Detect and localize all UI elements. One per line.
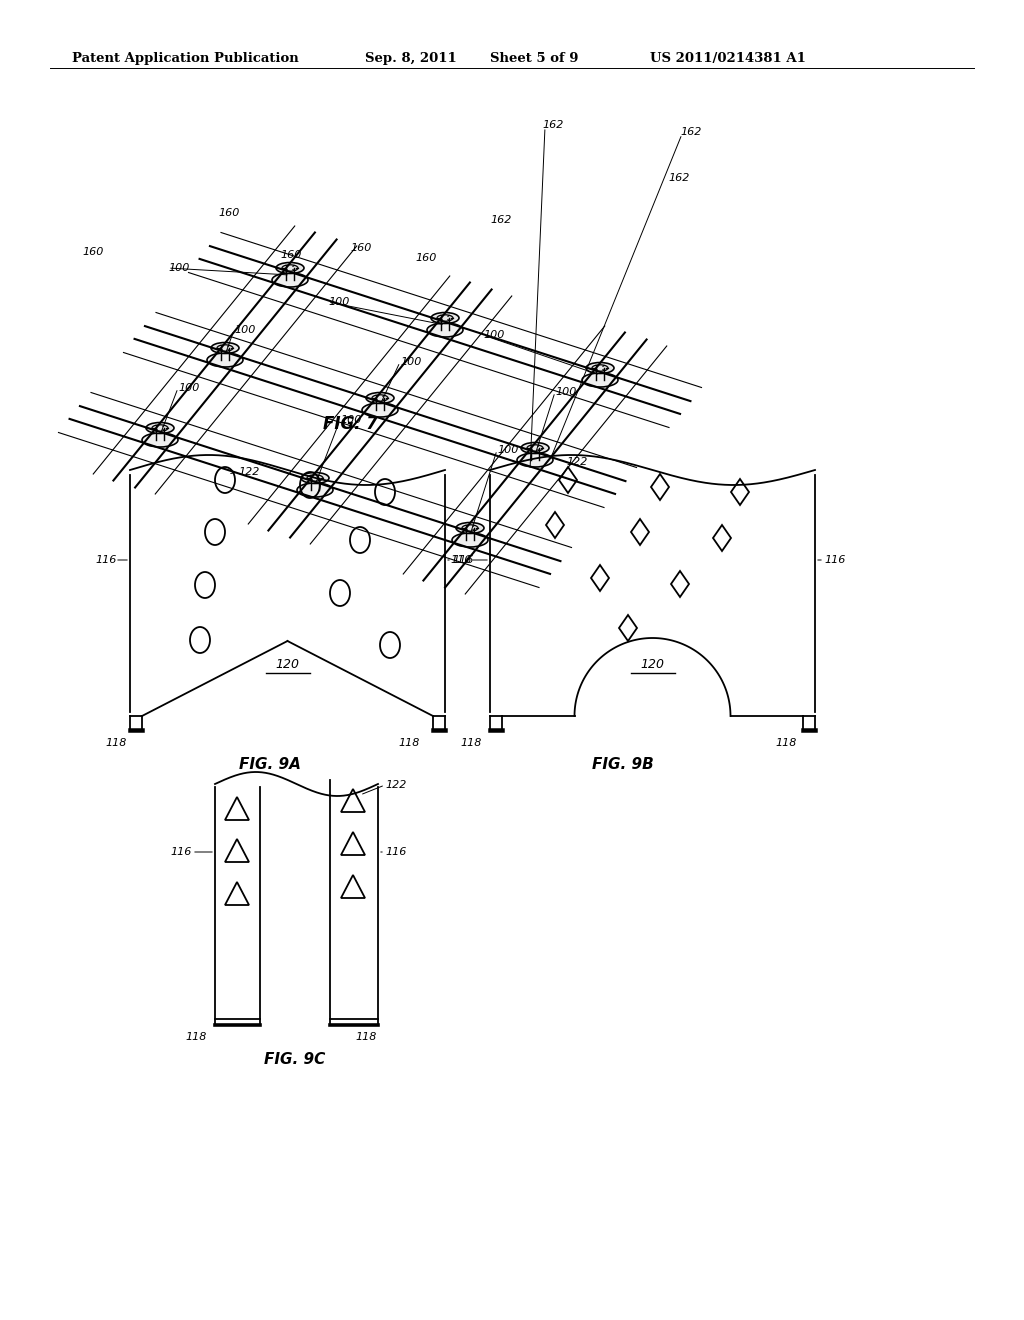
Text: US 2011/0214381 A1: US 2011/0214381 A1: [650, 51, 806, 65]
Ellipse shape: [431, 313, 459, 323]
Text: 100: 100: [400, 356, 421, 367]
Text: 116: 116: [95, 554, 117, 565]
Text: 118: 118: [460, 738, 481, 748]
Ellipse shape: [366, 392, 394, 404]
Ellipse shape: [211, 342, 239, 354]
Text: 100: 100: [168, 263, 189, 273]
Text: 116: 116: [450, 554, 471, 565]
Text: 118: 118: [355, 1032, 377, 1041]
Text: 100: 100: [555, 387, 577, 397]
Text: Sheet 5 of 9: Sheet 5 of 9: [490, 51, 579, 65]
Ellipse shape: [146, 422, 174, 433]
Ellipse shape: [297, 483, 333, 498]
Text: 160: 160: [415, 253, 436, 263]
Text: 122: 122: [566, 457, 588, 467]
Ellipse shape: [517, 453, 553, 467]
Text: 122: 122: [385, 780, 407, 789]
Text: 160: 160: [350, 243, 372, 253]
Ellipse shape: [301, 473, 329, 483]
Text: 162: 162: [680, 127, 701, 137]
Text: 116: 116: [452, 554, 473, 565]
Text: 162: 162: [542, 120, 563, 129]
Text: 116: 116: [385, 847, 407, 857]
Text: 116: 116: [824, 554, 846, 565]
Text: 160: 160: [218, 209, 240, 218]
Text: 160: 160: [280, 249, 301, 260]
Ellipse shape: [582, 374, 618, 387]
Text: 118: 118: [775, 738, 797, 748]
Ellipse shape: [276, 263, 304, 273]
Text: 162: 162: [668, 173, 689, 183]
Text: 100: 100: [483, 330, 505, 341]
Text: 118: 118: [105, 738, 126, 748]
Text: 162: 162: [490, 215, 511, 224]
Ellipse shape: [456, 523, 484, 533]
Text: 120: 120: [640, 659, 665, 672]
Text: 118: 118: [185, 1032, 207, 1041]
Text: 100: 100: [234, 325, 255, 335]
Ellipse shape: [362, 403, 398, 417]
Text: FIG. 9C: FIG. 9C: [264, 1052, 326, 1067]
Text: 100: 100: [497, 445, 518, 455]
Text: 100: 100: [328, 297, 349, 308]
Text: 120: 120: [275, 659, 299, 672]
Text: FIG. 9A: FIG. 9A: [239, 756, 301, 772]
Ellipse shape: [142, 433, 178, 447]
Ellipse shape: [207, 352, 243, 367]
Text: Patent Application Publication: Patent Application Publication: [72, 51, 299, 65]
Text: 100: 100: [340, 414, 361, 425]
Text: 118: 118: [398, 738, 420, 748]
Text: 122: 122: [238, 467, 259, 477]
Text: 116: 116: [170, 847, 191, 857]
Ellipse shape: [586, 363, 614, 374]
Text: FIG. 7: FIG. 7: [323, 414, 378, 433]
Ellipse shape: [521, 442, 549, 454]
Text: FIG. 9B: FIG. 9B: [592, 756, 654, 772]
Ellipse shape: [427, 323, 463, 337]
Text: 100: 100: [178, 383, 200, 393]
Text: 160: 160: [82, 247, 103, 257]
Ellipse shape: [452, 533, 488, 546]
Ellipse shape: [272, 273, 308, 286]
Text: Sep. 8, 2011: Sep. 8, 2011: [365, 51, 457, 65]
